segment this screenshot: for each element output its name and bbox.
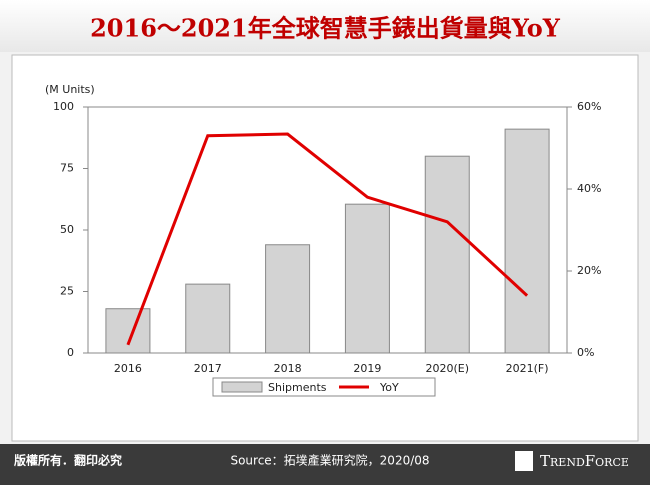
copyright: 版權所有．翻印必究 bbox=[14, 453, 122, 468]
legend-swatch bbox=[221, 381, 263, 393]
x-tick-label: 2020(E) bbox=[425, 362, 469, 375]
x-tick-label: 2018 bbox=[274, 362, 302, 375]
legend-label: Shipments bbox=[268, 381, 327, 394]
y2-tick-label: 60% bbox=[577, 100, 601, 113]
y2-tick-label: 20% bbox=[577, 264, 601, 277]
y-tick-label: 0 bbox=[67, 346, 74, 359]
header-band bbox=[0, 0, 650, 52]
line bbox=[126, 132, 529, 346]
bar bbox=[105, 308, 151, 354]
y-tick-label: 75 bbox=[60, 162, 74, 175]
chart-title: 2016～2021年全球智慧手錶出貨量與YoY bbox=[90, 14, 561, 43]
bar bbox=[504, 128, 550, 354]
y2-tick-label: 40% bbox=[577, 182, 601, 195]
y-axis-label: (M Units) bbox=[45, 83, 95, 96]
y-tick-label: 25 bbox=[60, 285, 74, 298]
x-tick-label: 2019 bbox=[353, 362, 381, 375]
y-tick-label: 50 bbox=[60, 223, 74, 236]
x-tick-label: 2017 bbox=[194, 362, 222, 375]
legend-box bbox=[212, 377, 436, 397]
x-tick-label: 2016 bbox=[114, 362, 142, 375]
y2-tick-label: 0% bbox=[577, 346, 594, 359]
bar bbox=[424, 155, 470, 354]
bar bbox=[344, 203, 390, 354]
logo-icon bbox=[515, 451, 533, 471]
x-tick-label: 2021(F) bbox=[506, 362, 549, 375]
source: Source：拓墣產業研究院，2020/08 bbox=[230, 453, 429, 468]
logo: TrendForce bbox=[540, 452, 629, 470]
y-tick-label: 100 bbox=[53, 100, 74, 113]
legend-label: YoY bbox=[379, 381, 399, 394]
bar bbox=[265, 244, 311, 354]
footer-bar bbox=[0, 444, 650, 485]
bar bbox=[185, 283, 231, 354]
